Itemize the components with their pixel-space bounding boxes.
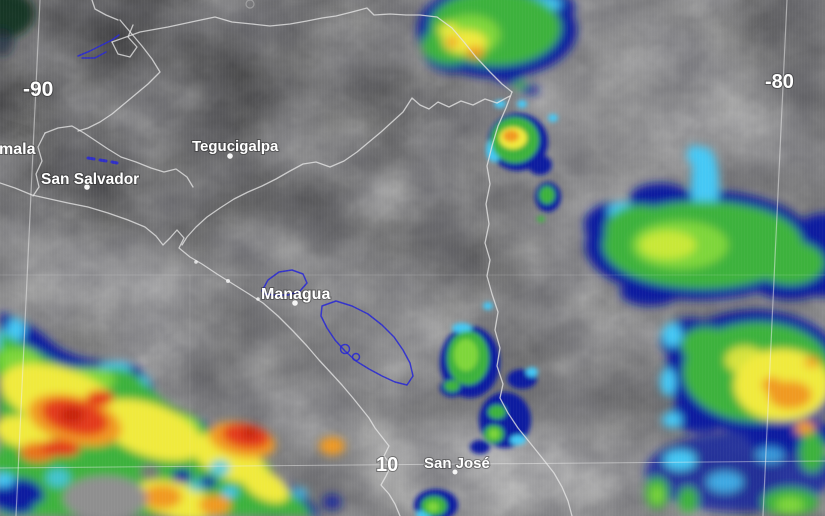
salvador-lake-speck — [98, 158, 108, 163]
lake-managua-outline — [261, 269, 308, 296]
border-honduras-nicaragua — [181, 95, 511, 246]
border-pacific-coast — [0, 182, 401, 516]
border-honduras-north-coast — [111, 7, 513, 93]
label-lon-80: -80 — [765, 71, 794, 93]
label-san-jose: San José — [424, 455, 490, 472]
lake-izabal-outline — [77, 34, 120, 57]
gridline-lat-10n — [0, 460, 825, 469]
map-labels: -90 -80 10 mala San Salvador Tegucigalpa… — [0, 70, 795, 477]
city-dot-managua — [292, 300, 298, 306]
country-borders — [0, 0, 573, 516]
border-amatique-bay — [111, 24, 138, 58]
coast-speck — [194, 260, 198, 264]
gridline-lon-80w — [762, 0, 788, 516]
label-tegucigalpa: Tegucigalpa — [192, 138, 279, 155]
lake-izabal-outline-2 — [81, 51, 107, 59]
border-caribbean-coast — [484, 91, 573, 516]
lake-nicaragua-outline — [320, 300, 414, 386]
salvador-lake-speck — [110, 160, 119, 165]
label-lat-10: 10 — [376, 454, 398, 476]
label-lon-90: -90 — [23, 78, 53, 101]
gridline-lon-90w — [15, 0, 41, 516]
label-san-salvador: San Salvador — [41, 171, 139, 188]
border-el-salvador-north — [44, 125, 194, 188]
label-guatemala-partial: mala — [0, 141, 36, 158]
city-dot-tegucigalpa — [227, 153, 233, 159]
coast-speck — [226, 279, 230, 283]
coast-speck — [256, 297, 260, 301]
city-dot-san-salvador — [84, 184, 90, 190]
lake-outlines — [77, 34, 414, 386]
city-markers — [84, 0, 458, 475]
city-dot-san-jose — [452, 469, 458, 475]
small-cloud-ring — [245, 0, 255, 9]
border-guatemala-honduras — [77, 19, 161, 132]
border-belize-coast — [91, 0, 119, 21]
border-el-salvador-west — [32, 132, 46, 197]
ometepe-island-outline — [339, 343, 351, 355]
island-outline — [351, 352, 361, 362]
salvador-lake-speck — [86, 156, 96, 161]
image-seams — [0, 274, 825, 516]
label-managua: Managua — [261, 286, 330, 303]
